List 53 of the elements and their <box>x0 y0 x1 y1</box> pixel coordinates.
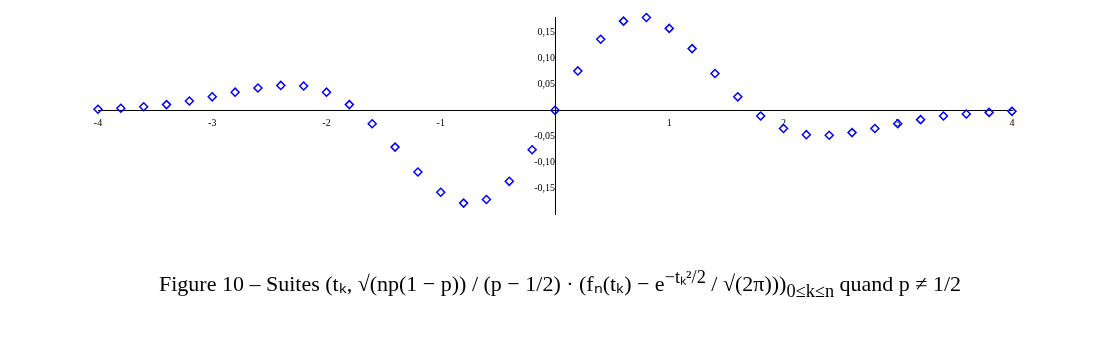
y-tick-label: -0,15 <box>534 181 555 193</box>
point <box>184 96 195 106</box>
point <box>344 99 355 110</box>
point <box>504 176 515 187</box>
point <box>298 81 309 91</box>
point <box>618 16 629 26</box>
point <box>413 167 423 177</box>
point <box>733 92 743 102</box>
x-tick-label: -4 <box>93 116 103 128</box>
point <box>321 87 332 97</box>
point <box>527 144 537 155</box>
point <box>230 87 240 97</box>
y-tick-label: -0,10 <box>534 155 555 167</box>
point <box>1007 106 1017 117</box>
point <box>664 23 674 34</box>
point <box>801 129 812 140</box>
y-tick-label: 0,10 <box>537 52 555 64</box>
point <box>961 109 972 119</box>
point <box>573 66 583 76</box>
point <box>276 80 286 91</box>
point <box>755 111 766 121</box>
point <box>915 114 926 125</box>
point <box>207 92 217 102</box>
point <box>93 104 103 115</box>
point <box>116 103 126 113</box>
point <box>870 123 880 134</box>
x-tick-label: -3 <box>208 116 217 128</box>
point <box>847 127 857 138</box>
y-tick-label: 0,05 <box>537 78 555 90</box>
x-tick-label: -2 <box>322 116 331 128</box>
y-tick-label: -0,05 <box>534 129 555 141</box>
x-tick-label: -1 <box>436 116 445 128</box>
point <box>710 68 720 79</box>
point <box>161 99 172 110</box>
point <box>436 187 446 197</box>
point <box>687 43 697 54</box>
point <box>481 194 492 205</box>
point <box>138 101 149 112</box>
x-tick-label: 4 <box>1009 116 1015 128</box>
point <box>641 12 652 23</box>
y-tick-label: 0,15 <box>537 26 555 38</box>
point <box>824 130 834 140</box>
x-tick-label: 3 <box>895 116 901 128</box>
point <box>458 198 469 208</box>
point <box>367 119 377 129</box>
point <box>253 83 263 93</box>
x-tick-label: 1 <box>666 116 672 128</box>
point <box>390 142 400 152</box>
point <box>984 107 994 118</box>
caption: Figure 10 – Suites (tₖ, √(np(1 − p)) / (p − 1/2) · (fₙ(tₖ) − e$^{−tₖ²/2}$ / √(2π)))$_{0≤k≤n}$ quand p ≠ 1/2 <box>158 266 962 302</box>
point <box>938 111 949 121</box>
point <box>550 105 560 116</box>
point <box>595 34 606 45</box>
